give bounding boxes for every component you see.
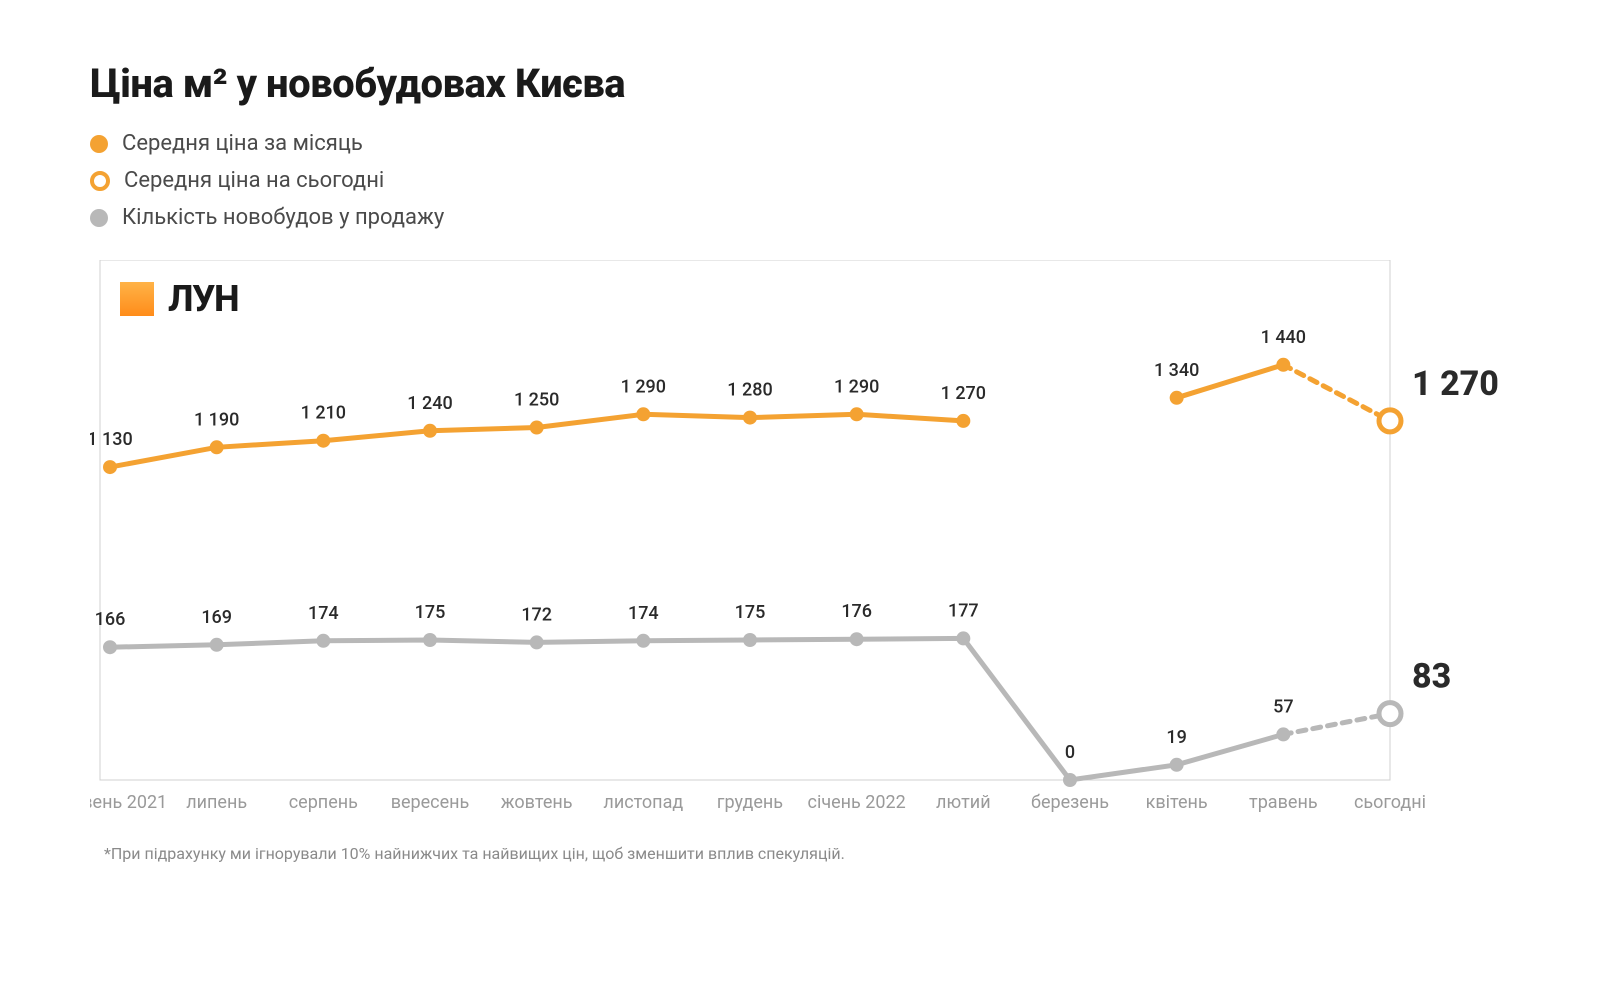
price-value-label: 1 290 (621, 376, 666, 397)
legend-dot-price (90, 135, 108, 153)
price-marker (530, 421, 544, 435)
price-marker (1170, 391, 1184, 405)
listings-value-label: 175 (415, 602, 446, 623)
price-value-label: 1 130 (90, 429, 133, 450)
brand: ЛУН (120, 278, 239, 320)
listings-marker (316, 634, 330, 648)
price-today-marker (1379, 410, 1401, 432)
listings-marker (530, 635, 544, 649)
price-marker (743, 411, 757, 425)
listings-today-marker (1379, 703, 1401, 725)
chart-title: Ціна м² у новобудовах Києва (90, 60, 1510, 107)
listings-value-label: 57 (1273, 696, 1293, 717)
x-tick-label: червень 2021 (90, 792, 167, 813)
legend-label-listings: Кількість новобудов у продажу (122, 205, 444, 230)
price-value-label: 1 210 (301, 403, 346, 424)
x-tick-label: вересень (391, 792, 470, 813)
price-value-label: 1 250 (514, 390, 559, 411)
price-value-label: 1 280 (727, 380, 772, 401)
listings-value-label: 19 (1166, 727, 1186, 748)
x-tick-label: березень (1031, 792, 1109, 813)
listings-marker (1170, 758, 1184, 772)
price-marker (423, 424, 437, 438)
price-marker (1276, 358, 1290, 372)
price-value-label: 1 440 (1261, 327, 1306, 348)
listings-value-label: 169 (201, 607, 232, 628)
listings-value-label: 0 (1065, 742, 1075, 763)
x-tick-label: квітень (1146, 792, 1208, 813)
legend-dot-listings (90, 209, 108, 227)
listings-marker (210, 638, 224, 652)
listings-value-label: 174 (308, 603, 339, 624)
legend: Середня ціна за місяць Середня ціна на с… (90, 131, 1510, 230)
price-value-label: 1 190 (194, 409, 239, 430)
x-tick-label: травень (1249, 792, 1318, 813)
brand-logo-icon (120, 282, 154, 316)
price-value-label: 1 290 (834, 376, 879, 397)
listings-value-label: 177 (948, 600, 979, 621)
price-value-label: 1 240 (407, 393, 452, 414)
listings-marker (636, 634, 650, 648)
legend-item-price-today: Середня ціна на сьогодні (90, 168, 1510, 193)
legend-label-price-today: Середня ціна на сьогодні (124, 168, 384, 193)
x-tick-label: жовтень (501, 792, 573, 813)
listings-value-label: 172 (521, 604, 552, 625)
chart-svg: червень 2021 липень серпень вересень жовтень… (90, 260, 1510, 820)
footnote: *При підрахунку ми ігнорували 10% найниж… (104, 844, 1510, 863)
price-marker (210, 440, 224, 454)
listings-line (110, 638, 1283, 780)
x-tick-label: сьогодні (1354, 792, 1426, 813)
listings-today-label: 83 (1412, 657, 1451, 697)
x-tick-label: січень 2022 (808, 792, 906, 813)
price-line-today-dash (1283, 365, 1390, 421)
price-marker (956, 414, 970, 428)
listings-marker (1276, 727, 1290, 741)
listings-value-label: 174 (628, 603, 659, 624)
listings-value-label: 175 (735, 602, 766, 623)
listings-marker (956, 631, 970, 645)
legend-item-listings: Кількість новобудов у продажу (90, 205, 1510, 230)
price-marker (850, 407, 864, 421)
price-marker (103, 460, 117, 474)
price-value-label: 1 340 (1154, 360, 1199, 381)
brand-name: ЛУН (168, 278, 239, 320)
legend-ring-price (90, 171, 110, 191)
x-tick-label: серпень (289, 792, 358, 813)
listings-marker (1063, 773, 1077, 787)
x-tick-label: лютий (936, 792, 991, 813)
listings-marker (423, 633, 437, 647)
price-marker (636, 407, 650, 421)
legend-item-price-month: Середня ціна за місяць (90, 131, 1510, 156)
x-tick-label: липень (186, 792, 247, 813)
x-tick-label: листопад (603, 792, 683, 813)
price-today-label: 1 270 (1412, 364, 1499, 404)
listings-line-today-dash (1283, 714, 1390, 735)
chart-area: ЛУН червень 2021 липень серпень вересень жов… (90, 260, 1510, 820)
listings-marker (103, 640, 117, 654)
x-tick-label: грудень (717, 792, 783, 813)
listings-value-label: 176 (841, 601, 872, 622)
price-marker (316, 434, 330, 448)
listings-marker (743, 633, 757, 647)
listings-marker (850, 632, 864, 646)
listings-value-label: 166 (95, 609, 126, 630)
price-value-label: 1 270 (941, 383, 986, 404)
legend-label-price-month: Середня ціна за місяць (122, 131, 363, 156)
